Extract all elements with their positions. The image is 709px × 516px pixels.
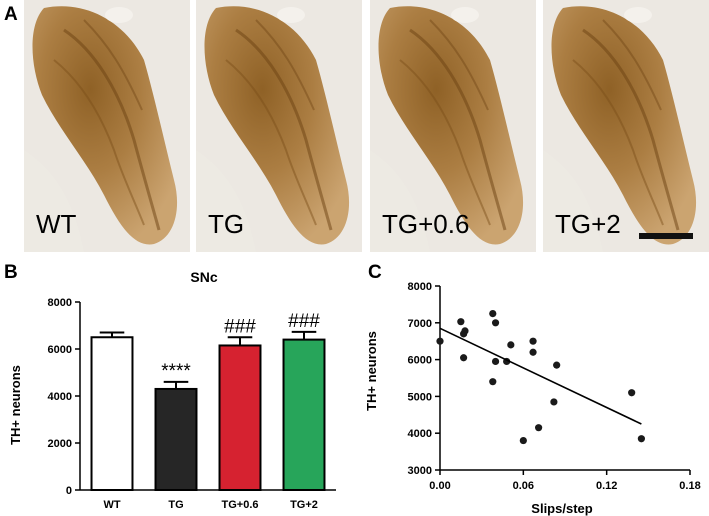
bar (282, 338, 326, 491)
data-point (519, 436, 527, 445)
data-point (550, 398, 558, 406)
x-axis-label: Slips/step (531, 501, 592, 516)
x-tick-label: 0.00 (429, 480, 450, 492)
y-tick-label: 6000 (408, 355, 432, 367)
micrograph-tg: TG (196, 0, 362, 252)
data-point (460, 354, 468, 362)
x-tick-label: WT (103, 499, 120, 511)
scale-bar (639, 233, 693, 239)
micrograph-label: TG (208, 209, 245, 239)
x-tick-label: 0.12 (596, 480, 617, 492)
scatter-chart: TH+ neurons Slips/step 3000 4000 5000 6000 7… (364, 281, 701, 516)
data-point (457, 318, 465, 326)
x-tick-label: 0.18 (679, 480, 700, 492)
y-tick-label: 6000 (48, 344, 72, 356)
y-tick-label: 8000 (408, 281, 432, 293)
data-point (491, 319, 500, 327)
y-axis-label: TH+ neurons (8, 365, 23, 445)
data-point (491, 357, 500, 366)
data-point (535, 424, 543, 432)
y-tick-label: 4000 (48, 391, 72, 403)
y-axis-label: TH+ neurons (364, 331, 379, 411)
significance-label: **** (161, 361, 191, 382)
bar (154, 387, 198, 491)
x-tick-label: TG+0.6 (222, 499, 259, 511)
micrograph-label: TG+2 (555, 209, 621, 239)
data-point (461, 327, 469, 335)
chart-title: SNc (190, 269, 217, 285)
bar-chart: SNc TH+ neurons 0 2000 4000 6000 8000 WT TG **… (8, 269, 336, 511)
y-tick-label: 5000 (408, 391, 432, 403)
micrograph-label: TG+0.6 (382, 209, 470, 239)
panel-b-letter: B (4, 262, 18, 283)
micrograph-label: WT (36, 209, 77, 239)
data-point (553, 361, 561, 369)
data-point (529, 348, 537, 356)
data-point (637, 435, 645, 443)
micrograph-tg-0-6: TG+0.6 (370, 0, 536, 252)
significance-label: ### (224, 316, 256, 337)
y-tick-label: 4000 (408, 428, 432, 440)
data-point (529, 337, 537, 345)
micrograph-tg-2: TG+2 (543, 0, 709, 252)
x-tick-label: TG (168, 499, 183, 511)
x-tick-label: TG+2 (290, 499, 318, 511)
significance-label: ### (288, 311, 320, 332)
panel-c-letter: C (368, 262, 382, 283)
data-point (436, 337, 444, 345)
data-point (628, 389, 636, 397)
micrograph-wt: WT (24, 0, 190, 252)
y-tick-label: 3000 (408, 465, 432, 477)
bar (90, 336, 134, 491)
y-tick-label: 0 (66, 485, 72, 497)
data-point (489, 310, 497, 318)
y-tick-label: 8000 (48, 297, 72, 309)
regression-line (439, 327, 642, 425)
bar (218, 344, 262, 491)
y-tick-label: 7000 (408, 318, 432, 330)
x-tick-label: 0.06 (513, 480, 534, 492)
y-tick-label: 2000 (48, 438, 72, 450)
data-point (489, 378, 497, 386)
data-point (507, 341, 515, 349)
panel-a-letter: A (4, 4, 18, 25)
